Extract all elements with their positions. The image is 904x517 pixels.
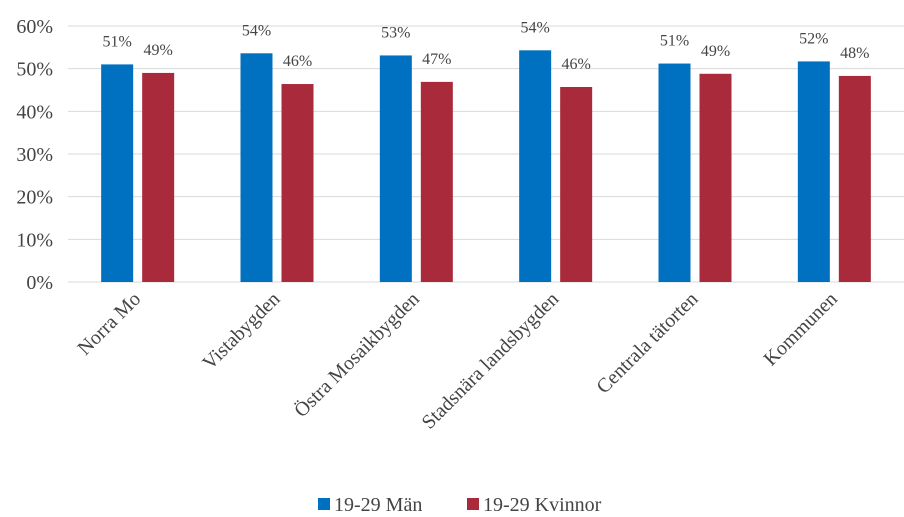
y-axis: 0% 10% 20% 30% 40% 50% 60% <box>16 16 53 294</box>
y-tick-label: 60% <box>16 16 53 38</box>
bar <box>838 75 871 282</box>
legend-swatch-man <box>318 498 330 510</box>
data-label: 47% <box>422 51 451 68</box>
y-tick-label: 0% <box>26 272 53 294</box>
y-tick-label: 30% <box>16 144 53 166</box>
bar <box>142 72 175 282</box>
bar <box>101 64 134 283</box>
data-label: 54% <box>242 22 271 39</box>
x-tick-label: Kommunen <box>760 288 842 370</box>
x-axis: Norra Mo Vistabygden Östra MosaikbygdenSta… <box>73 287 841 433</box>
data-label: 51% <box>103 33 132 50</box>
bar <box>240 53 273 282</box>
legend-label-kvinnor: 19-29 Kvinnor <box>483 494 602 516</box>
x-tick-label: Stadsnära landsbygden <box>418 288 564 434</box>
data-label: 46% <box>283 53 312 70</box>
legend-label-man: 19-29 Män <box>334 494 422 516</box>
data-label: 53% <box>381 24 410 41</box>
bars <box>101 50 871 283</box>
bar <box>560 87 593 282</box>
bar <box>519 50 552 282</box>
data-label: 48% <box>840 45 869 62</box>
bar <box>379 55 412 282</box>
bar <box>797 61 830 283</box>
x-tick-label: Norra Mo <box>73 288 145 360</box>
data-label: 51% <box>660 33 689 50</box>
bar <box>420 81 453 282</box>
data-label: 49% <box>144 42 173 59</box>
y-tick-label: 20% <box>16 187 53 209</box>
bar <box>281 84 314 282</box>
gridlines <box>68 25 904 283</box>
data-label: 46% <box>562 56 591 73</box>
x-tick-label: Centrala tätorten <box>592 288 702 398</box>
bar <box>658 63 691 283</box>
y-tick-label: 10% <box>16 229 53 251</box>
y-tick-label: 40% <box>16 101 53 123</box>
data-label: 54% <box>521 19 550 36</box>
y-tick-label: 50% <box>16 59 53 81</box>
data-label: 52% <box>799 30 828 47</box>
legend-swatch-kvinnor <box>467 498 479 510</box>
x-tick-label: Östra Mosaikbygden <box>289 287 423 421</box>
data-labels: 51% 49% 54% 46% 53% 47% 54% 46% 51% 49% 52% 48% <box>103 19 870 73</box>
legend: 19-29 Män 19-29 Kvinnor <box>318 494 602 516</box>
x-tick-label: Vistabygden <box>198 288 284 374</box>
data-label: 49% <box>701 43 730 60</box>
bar <box>699 73 732 282</box>
